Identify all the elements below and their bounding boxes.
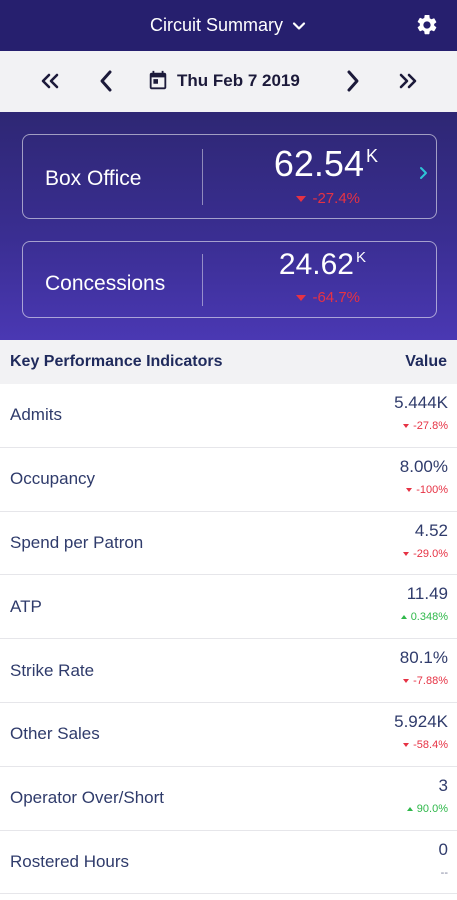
kpi-change: -58.4% xyxy=(403,739,448,751)
kpi-row-rostered-hours[interactable]: Rostered Hours 0 -- xyxy=(0,831,457,895)
card-value-number: 24.62 xyxy=(278,248,354,281)
trend-down-icon xyxy=(403,551,410,556)
trend-down-icon xyxy=(403,742,410,747)
card-change-value: -27.4% xyxy=(312,190,360,207)
trend-down-icon xyxy=(296,195,307,202)
chevron-right-icon xyxy=(347,70,359,92)
double-chevron-right-icon xyxy=(399,73,417,89)
kpi-table-header: Key Performance Indicators Value xyxy=(0,340,457,384)
chevron-right-icon xyxy=(420,167,427,179)
kpi-change: -7.88% xyxy=(403,675,448,687)
kpi-value: 0 xyxy=(438,839,448,859)
kpi-name: Strike Rate xyxy=(10,660,95,680)
first-date-button[interactable] xyxy=(34,65,66,97)
chevron-left-icon xyxy=(100,70,112,92)
trend-down-icon xyxy=(403,424,410,428)
concessions-card[interactable]: Concessions 24.62 K -64.7% xyxy=(22,241,437,318)
kpi-change: -27.8% xyxy=(403,420,448,432)
card-divider xyxy=(202,254,203,306)
kpi-change-value: -29.0% xyxy=(413,547,448,560)
selected-date: Thu Feb 7 2019 xyxy=(177,71,300,90)
kpi-change: -29.0% xyxy=(403,548,448,560)
kpi-value: 80.1% xyxy=(399,648,448,668)
kpi-name: Other Sales xyxy=(10,724,100,744)
trend-down-icon xyxy=(296,294,307,301)
box-office-card[interactable]: Box Office 62.54 K -27.4% xyxy=(22,134,437,219)
last-date-button[interactable] xyxy=(392,65,424,97)
trend-down-icon xyxy=(406,487,413,492)
double-chevron-left-icon xyxy=(41,73,59,89)
card-change: -64.7% xyxy=(296,289,360,306)
value-column-header: Value xyxy=(405,353,447,370)
kpi-column-header: Key Performance Indicators xyxy=(10,353,223,370)
gear-icon[interactable] xyxy=(415,13,439,37)
kpi-row-occupancy[interactable]: Occupancy 8.00% -100% xyxy=(0,448,457,512)
kpi-value: 5.924K xyxy=(394,711,448,731)
kpi-value: 5.444K xyxy=(394,393,448,412)
kpi-change-value: -- xyxy=(440,866,448,879)
kpi-name: Occupancy xyxy=(10,469,96,489)
kpi-value: 11.49 xyxy=(406,584,448,604)
kpi-change-value: 90.0% xyxy=(416,802,448,815)
kpi-change: -- xyxy=(441,867,448,879)
kpi-value: 4.52 xyxy=(414,520,448,540)
card-divider xyxy=(202,149,203,205)
summary-panel: Box Office 62.54 K -27.4% Concessions 24.… xyxy=(0,112,457,340)
report-selector-button[interactable]: Circuit Summary xyxy=(0,0,457,51)
kpi-name: Admits xyxy=(10,405,62,425)
kpi-list: Admits 5.444K -27.8% Occupancy 8.00% -10… xyxy=(0,384,457,895)
date-navigation: Thu Feb 7 2019 xyxy=(0,51,457,112)
previous-date-button[interactable] xyxy=(90,65,122,97)
kpi-value: 8.00% xyxy=(399,456,448,476)
kpi-row-other-sales[interactable]: Other Sales 5.924K -58.4% xyxy=(0,703,457,767)
next-date-button[interactable] xyxy=(337,65,369,97)
top-bar: Circuit Summary xyxy=(0,0,457,51)
kpi-row-strike-rate[interactable]: Strike Rate 80.1% -7.88% xyxy=(0,639,457,703)
trend-up-icon xyxy=(400,615,407,620)
kpi-name: Rostered Hours xyxy=(10,851,130,871)
chevron-down-icon xyxy=(292,21,306,30)
kpi-change-value: -27.8% xyxy=(413,420,448,432)
card-change-value: -64.7% xyxy=(312,289,360,306)
calendar-icon xyxy=(149,70,167,90)
card-value: 62.54 K xyxy=(274,143,378,185)
kpi-change-value: -100% xyxy=(416,483,448,496)
kpi-change-value: -58.4% xyxy=(413,738,448,751)
kpi-change-value: 0.348% xyxy=(410,611,448,624)
card-value-number: 62.54 xyxy=(273,143,364,184)
kpi-row-admits[interactable]: Admits 5.444K -27.8% xyxy=(0,384,457,448)
card-change: -27.4% xyxy=(296,190,360,207)
kpi-value: 3 xyxy=(438,775,448,795)
card-label: Concessions xyxy=(45,272,166,295)
card-value: 24.62 K xyxy=(279,248,366,282)
card-label: Box Office xyxy=(45,167,142,190)
kpi-row-operator-over-short[interactable]: Operator Over/Short 3 90.0% xyxy=(0,767,457,831)
card-value-unit: K xyxy=(355,249,366,266)
card-value-unit: K xyxy=(365,146,378,166)
trend-down-icon xyxy=(403,679,410,684)
date-picker-button[interactable]: Thu Feb 7 2019 xyxy=(147,65,300,97)
kpi-name: Spend per Patron xyxy=(10,532,144,552)
kpi-change: -100% xyxy=(406,484,448,496)
page-title: Circuit Summary xyxy=(149,15,283,35)
kpi-name: Operator Over/Short xyxy=(10,788,165,808)
kpi-change: 0.348% xyxy=(400,611,448,624)
trend-up-icon xyxy=(406,806,413,811)
kpi-name: ATP xyxy=(10,596,42,616)
kpi-row-spend-per-patron[interactable]: Spend per Patron 4.52 -29.0% xyxy=(0,512,457,576)
kpi-change-value: -7.88% xyxy=(413,675,448,688)
kpi-row-atp[interactable]: ATP 11.49 0.348% xyxy=(0,575,457,640)
kpi-change: 90.0% xyxy=(406,802,448,815)
